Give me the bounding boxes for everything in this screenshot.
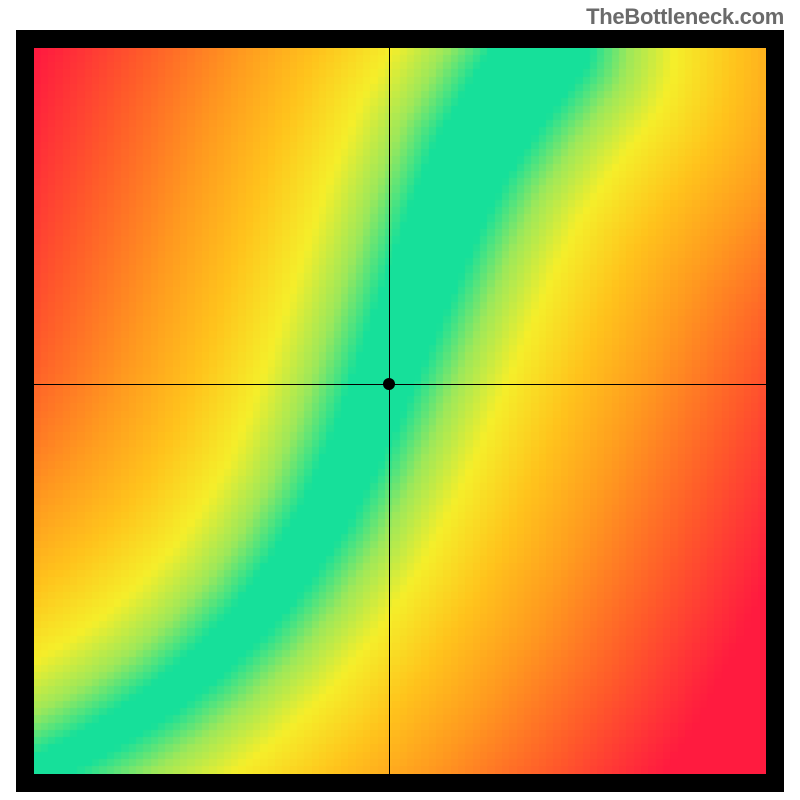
crosshair-marker — [383, 378, 395, 390]
crosshair-vertical — [389, 48, 390, 774]
crosshair-horizontal — [34, 384, 766, 385]
heatmap-canvas — [34, 48, 766, 774]
chart-container: TheBottleneck.com — [0, 0, 800, 800]
watermark-text: TheBottleneck.com — [586, 4, 784, 30]
